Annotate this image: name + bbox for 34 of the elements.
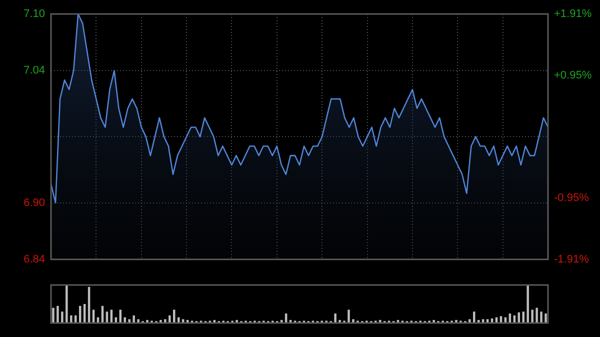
bar <box>160 320 162 323</box>
bar <box>173 310 176 323</box>
bar <box>544 314 547 323</box>
y-tick-label: 6.84 <box>24 253 45 266</box>
bar <box>236 320 238 323</box>
bar <box>352 319 354 323</box>
bar <box>432 320 435 323</box>
bar <box>146 320 148 323</box>
bar <box>334 314 336 323</box>
bar <box>61 312 64 323</box>
bar <box>526 285 529 323</box>
y2-tick-label: +1.91% <box>554 8 592 20</box>
y2-tick-label: -1.91% <box>554 253 590 266</box>
bar <box>70 315 72 323</box>
y-tick-label: 6.90 <box>24 196 45 209</box>
bar <box>455 320 458 323</box>
bar <box>338 320 341 323</box>
bar <box>168 315 171 323</box>
y2-tick-label: -0.95% <box>554 192 590 204</box>
bar <box>468 319 471 323</box>
bar <box>56 306 59 323</box>
bar <box>348 310 350 323</box>
y-tick-label: 7.04 <box>24 64 45 77</box>
bar <box>66 285 68 323</box>
bar <box>536 308 538 323</box>
bar <box>164 319 166 323</box>
bar <box>132 315 135 323</box>
bar <box>540 312 542 323</box>
bar <box>128 319 130 323</box>
bar <box>52 308 54 323</box>
bar <box>137 319 140 323</box>
y2-tick-label: +0.95% <box>554 70 592 82</box>
bar <box>531 310 534 323</box>
y-tick-label: 7.10 <box>24 8 45 20</box>
